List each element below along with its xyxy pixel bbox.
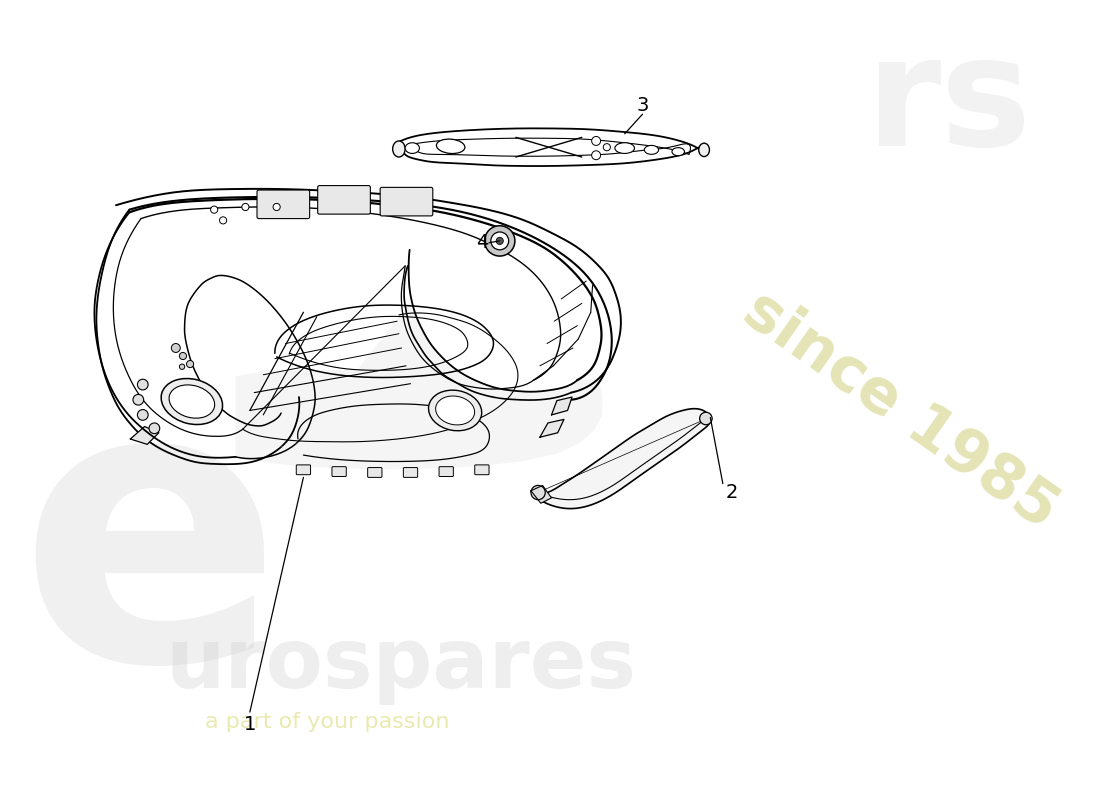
Text: since 1985: since 1985	[732, 280, 1068, 541]
Ellipse shape	[672, 148, 684, 156]
Circle shape	[172, 343, 180, 353]
Polygon shape	[551, 397, 572, 415]
Text: 2: 2	[726, 483, 738, 502]
FancyBboxPatch shape	[296, 465, 310, 474]
Polygon shape	[531, 486, 551, 503]
Ellipse shape	[437, 139, 465, 154]
Circle shape	[700, 412, 712, 425]
Circle shape	[531, 486, 546, 500]
FancyBboxPatch shape	[257, 190, 310, 218]
Ellipse shape	[615, 142, 635, 154]
Text: 1: 1	[244, 715, 256, 734]
Circle shape	[273, 203, 280, 210]
Ellipse shape	[645, 146, 659, 154]
FancyBboxPatch shape	[381, 187, 432, 216]
Ellipse shape	[405, 142, 419, 154]
Ellipse shape	[169, 385, 214, 418]
FancyBboxPatch shape	[332, 466, 346, 477]
Polygon shape	[130, 426, 158, 444]
Text: 4: 4	[475, 233, 488, 252]
Circle shape	[187, 361, 194, 368]
Circle shape	[138, 410, 148, 420]
Circle shape	[485, 226, 515, 256]
Circle shape	[138, 379, 148, 390]
FancyBboxPatch shape	[439, 466, 453, 477]
Ellipse shape	[698, 143, 710, 157]
Circle shape	[603, 144, 611, 150]
Polygon shape	[235, 303, 603, 470]
Text: e: e	[18, 364, 282, 741]
Polygon shape	[540, 419, 564, 438]
Circle shape	[133, 394, 144, 405]
Text: 3: 3	[636, 96, 649, 114]
Ellipse shape	[161, 378, 222, 425]
Circle shape	[592, 150, 601, 160]
Circle shape	[179, 353, 187, 359]
FancyBboxPatch shape	[404, 467, 418, 478]
Circle shape	[491, 232, 508, 250]
Circle shape	[220, 217, 227, 224]
Text: rs: rs	[866, 30, 1032, 178]
Ellipse shape	[429, 390, 482, 430]
FancyBboxPatch shape	[475, 465, 490, 474]
Circle shape	[496, 238, 504, 245]
Circle shape	[592, 137, 601, 146]
Circle shape	[179, 364, 185, 370]
Circle shape	[210, 206, 218, 214]
Text: a part of your passion: a part of your passion	[206, 712, 450, 732]
Text: urospares: urospares	[165, 624, 636, 705]
Circle shape	[148, 423, 159, 434]
FancyBboxPatch shape	[318, 186, 371, 214]
Ellipse shape	[393, 141, 405, 157]
FancyBboxPatch shape	[367, 467, 382, 478]
Circle shape	[242, 203, 249, 210]
Polygon shape	[531, 409, 711, 509]
Ellipse shape	[436, 396, 474, 425]
